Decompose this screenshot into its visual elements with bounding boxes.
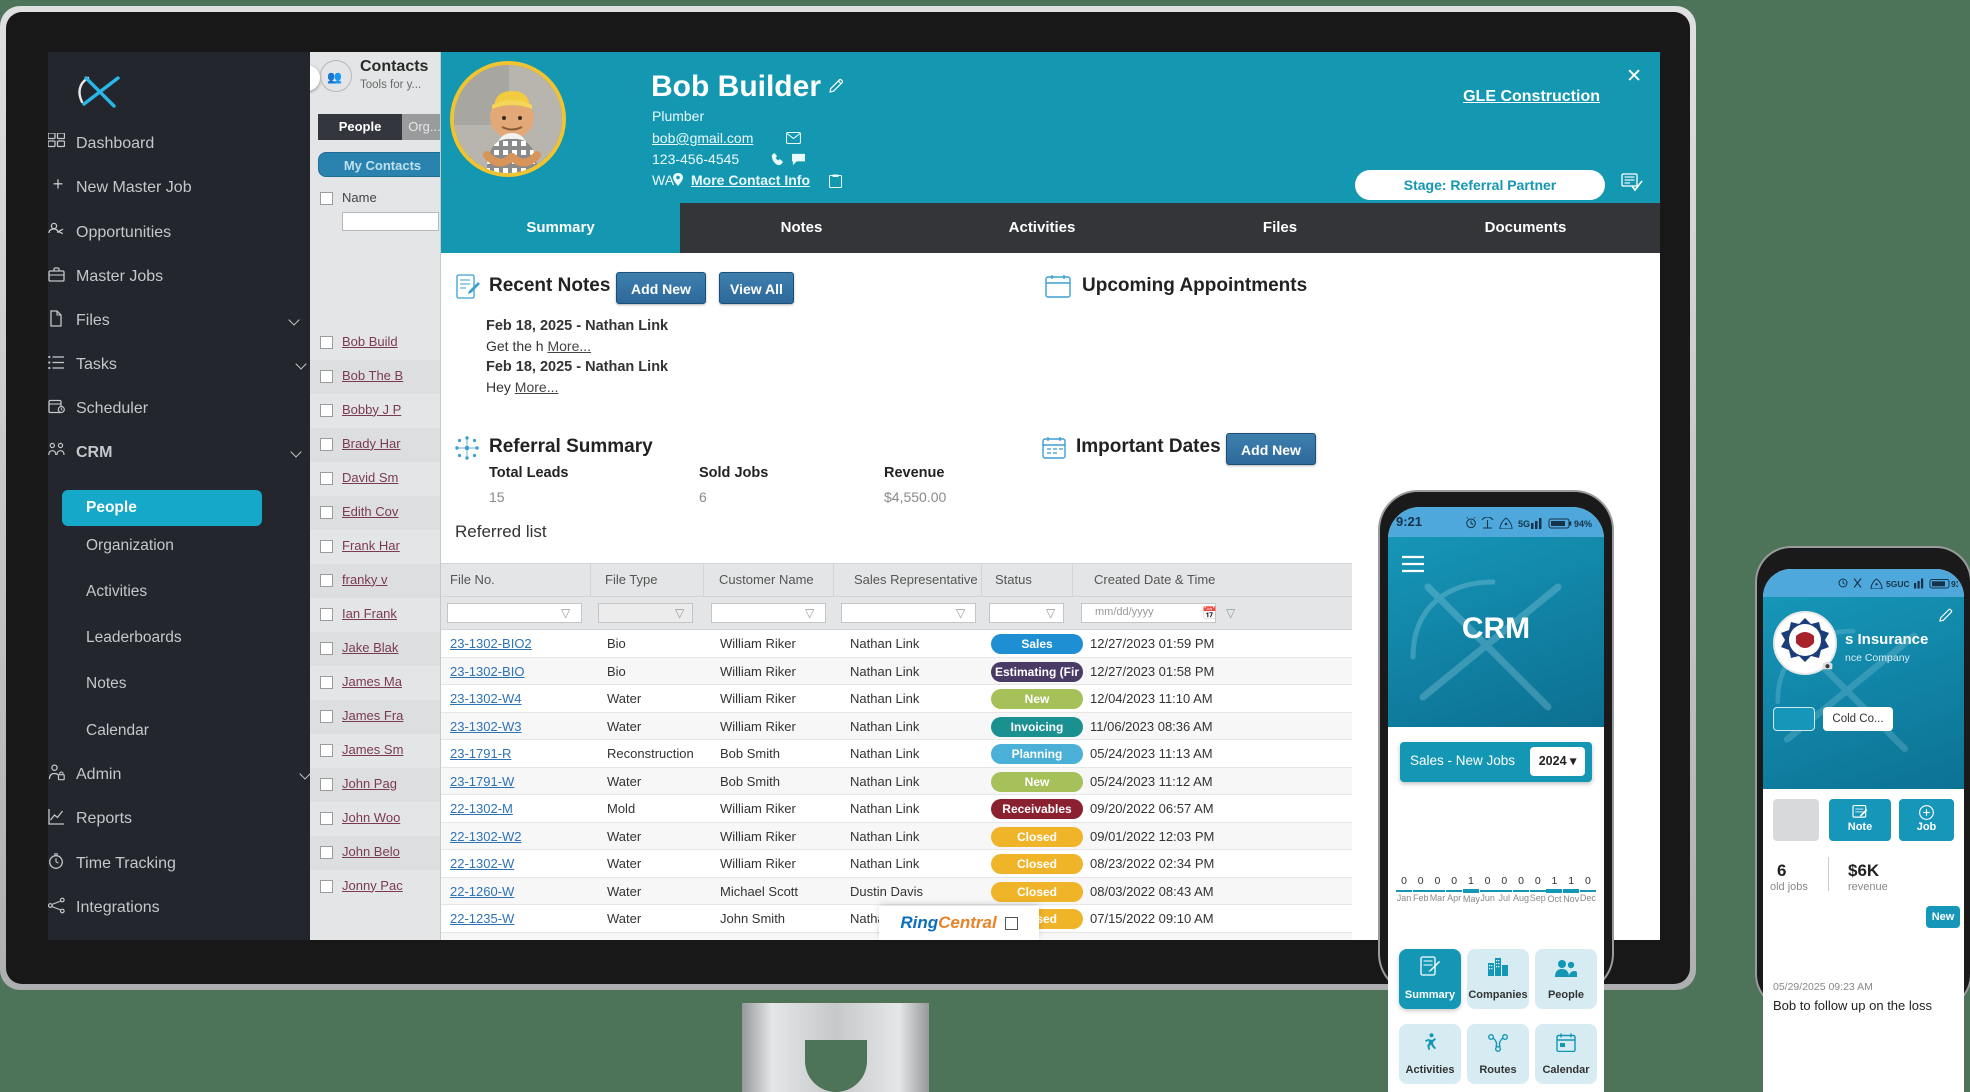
- svg-text:94%: 94%: [1574, 519, 1592, 529]
- svg-text:93%: 93%: [1951, 579, 1958, 589]
- svg-text:5G: 5G: [1518, 519, 1530, 529]
- svg-text:5GUC: 5GUC: [1886, 579, 1910, 589]
